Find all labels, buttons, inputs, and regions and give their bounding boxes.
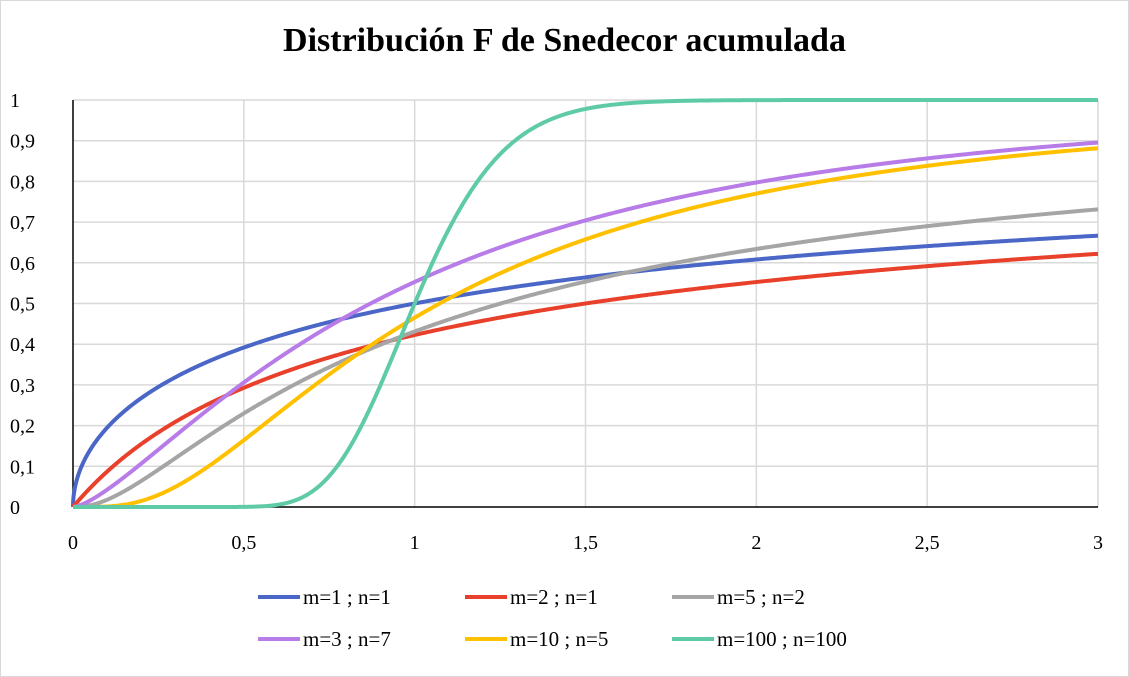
y-tick-label: 1 xyxy=(10,90,20,112)
series-line-m-2-n-1 xyxy=(71,251,1099,509)
y-tick-label: 0,5 xyxy=(10,294,35,316)
series-line-m-3-n-7 xyxy=(71,140,1099,509)
y-tick-label: 0,4 xyxy=(10,334,35,356)
series-line-m-5-n-2 xyxy=(71,207,1099,509)
x-tick-label: 1 xyxy=(410,532,420,554)
y-tick-label: 0,9 xyxy=(10,131,35,153)
y-tick-label: 0,7 xyxy=(10,212,35,234)
y-tick-label: 0,1 xyxy=(10,456,35,478)
series-line-m-10-n-5 xyxy=(71,146,1099,509)
x-tick-label: 1,5 xyxy=(573,532,598,554)
y-tick-label: 0,8 xyxy=(10,171,35,193)
chart-title: Distribución F de Snedecor acumulada xyxy=(283,22,846,59)
series-line-m-100-n-100 xyxy=(71,98,1098,509)
legend-label: m=10 ; n=5 xyxy=(510,627,608,651)
legend-label: m=100 ; n=100 xyxy=(717,627,847,651)
x-tick-label: 0 xyxy=(68,532,78,554)
y-tick-label: 0,2 xyxy=(10,416,35,438)
series-line-m-1-n-1 xyxy=(71,233,1099,508)
x-tick-label: 2 xyxy=(751,532,761,554)
x-tick-label: 3 xyxy=(1093,532,1103,554)
legend-label: m=5 ; n=2 xyxy=(717,585,805,609)
x-tick-label: 0,5 xyxy=(231,532,256,554)
legend-label: m=2 ; n=1 xyxy=(510,585,598,609)
y-tick-label: 0 xyxy=(10,497,20,519)
legend-label: m=3 ; n=7 xyxy=(303,627,391,651)
y-tick-label: 0,6 xyxy=(10,253,35,275)
legend-label: m=1 ; n=1 xyxy=(303,585,391,609)
y-tick-label: 0,3 xyxy=(10,375,35,397)
x-tick-label: 2,5 xyxy=(915,532,940,554)
